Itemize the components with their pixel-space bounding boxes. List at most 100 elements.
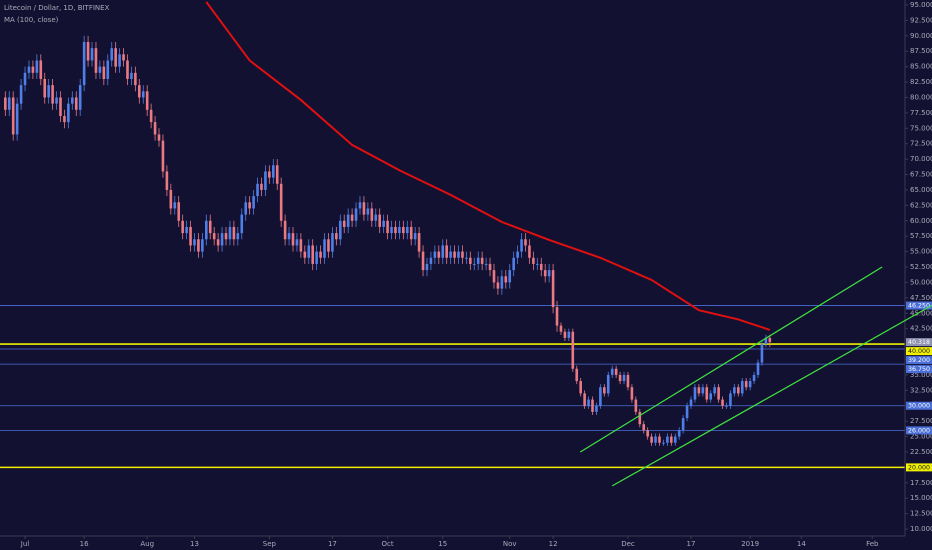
price-label-box [906, 365, 932, 374]
candle-body [685, 405, 689, 419]
candle-body [248, 202, 251, 209]
x-tick-label: 12 [549, 540, 558, 548]
candle-body [232, 226, 236, 240]
x-tick-label: Nov [503, 540, 517, 548]
candle-body [291, 233, 295, 246]
candle-body [409, 226, 413, 240]
y-tick-label: 25.000 [910, 433, 932, 441]
price-label: 46.250 [908, 303, 930, 310]
candle-body [358, 202, 362, 209]
candle-body [536, 263, 539, 265]
candle-body [208, 220, 212, 234]
candle-body [145, 91, 149, 110]
candle-body [338, 220, 342, 240]
candle-body [559, 325, 563, 332]
candle-body [599, 387, 602, 406]
candle-body [157, 134, 161, 141]
candle-body [43, 78, 47, 98]
candle-body [323, 239, 326, 258]
moving-average [205, 1, 771, 331]
y-tick-label: 57.500 [910, 232, 932, 240]
y-tick-label: 67.500 [910, 171, 932, 179]
candle-body [697, 387, 701, 394]
candle-body [130, 72, 133, 79]
candle-body [583, 393, 586, 406]
y-tick-label: 65.000 [910, 186, 932, 194]
candle-body [610, 368, 614, 375]
candle-body [575, 368, 579, 382]
candle-body [737, 387, 740, 394]
candle-body [579, 381, 582, 394]
y-tick-label: 42.500 [910, 325, 932, 333]
candle-body [114, 48, 117, 67]
candle-body [268, 171, 271, 178]
candle-body [31, 66, 35, 73]
candle-body [488, 263, 492, 271]
candle-body [764, 337, 768, 345]
candle-body [189, 226, 192, 246]
candle-body [508, 270, 512, 283]
price-label: 26.000 [908, 427, 930, 434]
candle-body [461, 251, 464, 258]
candle-body [492, 270, 496, 283]
candle-body [571, 331, 575, 369]
candle-body [264, 171, 267, 190]
candle-body [78, 85, 82, 110]
candle-body [224, 233, 228, 240]
y-tick-label: 22.500 [910, 448, 932, 456]
candle-body [315, 251, 318, 264]
candle-body [520, 239, 523, 252]
candle-body [149, 109, 153, 123]
y-tick-label: 95.000 [910, 1, 932, 9]
price-label: 40.318 [908, 339, 930, 346]
y-tick-label: 15.000 [910, 494, 932, 502]
candle-body [429, 257, 433, 264]
candle-body [71, 97, 74, 104]
candle-body [185, 226, 188, 234]
candle-body [59, 97, 62, 116]
candle-body [118, 54, 121, 67]
candle-body [748, 381, 752, 388]
candle-body [516, 251, 519, 258]
candle-body [626, 374, 630, 388]
y-tick-label: 10.000 [910, 525, 932, 533]
plot-area [0, 1, 905, 469]
candle-body [106, 60, 110, 79]
candle-body [642, 424, 646, 431]
candle-body [256, 183, 259, 197]
candle-body [67, 103, 70, 123]
candle-body [567, 331, 571, 338]
candle-body [47, 85, 50, 98]
candle-body [606, 374, 610, 394]
candle-body [102, 66, 106, 79]
candle-body [55, 97, 58, 104]
candle-body [374, 214, 378, 221]
candle-body [469, 257, 472, 264]
candle-body [587, 399, 590, 406]
price-label-box [906, 426, 932, 435]
x-tick-label: 16 [80, 540, 89, 548]
candle-body [165, 171, 169, 190]
candle-body [153, 122, 157, 135]
candle-body [51, 85, 54, 104]
x-tick-label: 15 [438, 540, 447, 548]
candle-body [504, 276, 508, 283]
candle-body [275, 165, 279, 184]
candle-body [563, 331, 567, 338]
x-tick-label: 17 [687, 540, 696, 548]
y-tick-label: 60.000 [910, 217, 932, 225]
price-label-box [906, 401, 932, 410]
candle-body [197, 239, 200, 252]
candle-body [756, 362, 760, 375]
y-tick-label: 55.000 [910, 248, 932, 256]
candle-body [532, 257, 535, 264]
x-tick-label: 14 [797, 540, 806, 548]
candle-body [370, 208, 374, 221]
candle-body [465, 257, 468, 259]
candle-body [472, 263, 476, 265]
candle-body [666, 436, 669, 443]
candle-body [496, 282, 500, 289]
candle-body [201, 239, 204, 252]
x-tick-label: 13 [190, 540, 199, 548]
candle-body [342, 220, 346, 227]
